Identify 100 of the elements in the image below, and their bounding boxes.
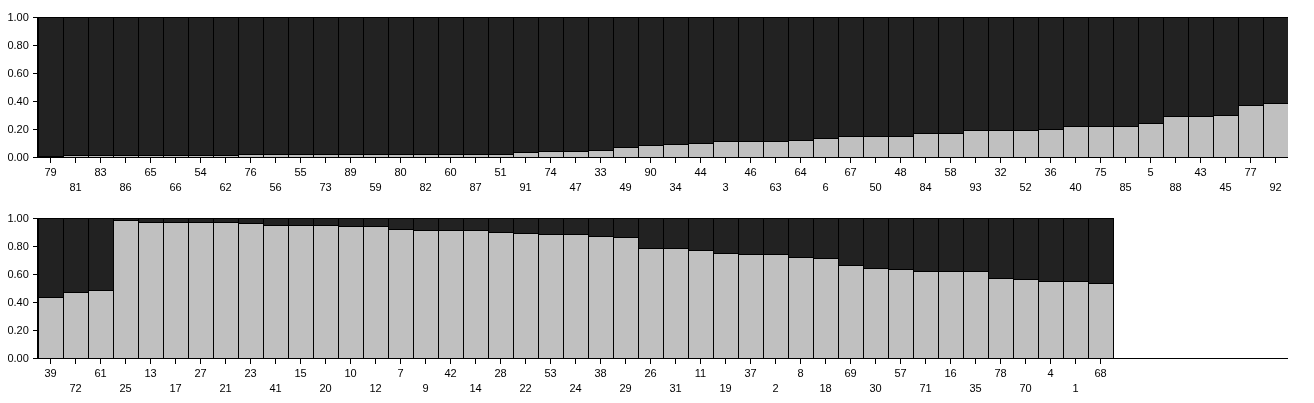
y-tick-label: 0.60 — [7, 66, 29, 79]
x-tick-label: 21 — [219, 381, 232, 394]
x-tick-label: 23 — [244, 367, 257, 380]
y-tick-label: 0.20 — [7, 323, 29, 336]
x-tick-label: 2 — [772, 381, 779, 394]
x-tick-label: 76 — [244, 166, 257, 179]
y-tick-label: 0.00 — [7, 150, 29, 163]
x-tick-label: 8 — [797, 367, 804, 380]
x-tick-label: 87 — [469, 180, 482, 193]
x-tick-label: 73 — [319, 180, 332, 193]
x-tick-label: 63 — [769, 180, 782, 193]
x-tick-label: 83 — [94, 166, 107, 179]
x-tick-label: 80 — [394, 166, 407, 179]
y-tick-label: 1.00 — [7, 211, 29, 224]
x-tick-label: 60 — [444, 166, 457, 179]
x-tick-label: 93 — [969, 180, 982, 193]
x-tick-label: 4 — [1047, 367, 1054, 380]
x-tick-label: 3 — [722, 180, 729, 193]
x-tick-label: 10 — [344, 367, 357, 380]
y-tick-label: 0.80 — [7, 38, 29, 51]
x-tick-label: 25 — [119, 381, 132, 394]
x-tick-label: 20 — [319, 381, 332, 394]
x-tick-label: 53 — [544, 367, 557, 380]
x-tick-label: 30 — [869, 381, 882, 394]
x-tick-label: 50 — [869, 180, 882, 193]
x-tick-label: 43 — [1194, 166, 1207, 179]
x-tick-label: 81 — [69, 180, 82, 193]
x-tick-label: 22 — [519, 381, 532, 394]
x-tick-label: 52 — [1019, 180, 1032, 193]
x-tick-label: 17 — [169, 381, 182, 394]
x-tick-label: 65 — [144, 166, 157, 179]
x-tick-label: 72 — [69, 381, 82, 394]
x-tick-label: 38 — [594, 367, 607, 380]
x-tick-label: 62 — [219, 180, 232, 193]
x-tick-label: 32 — [994, 166, 1007, 179]
x-tick-label: 78 — [994, 367, 1007, 380]
x-tick-label: 41 — [269, 381, 282, 394]
x-tick-label: 47 — [569, 180, 582, 193]
x-tick-label: 26 — [644, 367, 657, 380]
y-tick-label: 0.60 — [7, 267, 29, 280]
y-tick-label: 0.20 — [7, 122, 29, 135]
x-tick-label: 92 — [1269, 180, 1282, 193]
x-tick-label: 84 — [919, 180, 932, 193]
y-tick-label: 0.80 — [7, 239, 29, 252]
x-tick-label: 5 — [1147, 166, 1154, 179]
x-tick-label: 90 — [644, 166, 657, 179]
x-tick-label: 9 — [422, 381, 429, 394]
x-tick-label: 14 — [469, 381, 482, 394]
x-tick-label: 33 — [594, 166, 607, 179]
x-tick-label: 1 — [1072, 381, 1079, 394]
x-tick-label: 46 — [744, 166, 757, 179]
y-tick-label: 0.00 — [7, 351, 29, 364]
x-tick-label: 54 — [194, 166, 207, 179]
x-tick-label: 59 — [369, 180, 382, 193]
x-tick-label: 34 — [669, 180, 682, 193]
x-tick-label: 11 — [694, 367, 707, 380]
x-tick-label: 64 — [794, 166, 807, 179]
x-tick-label: 70 — [1019, 381, 1032, 394]
x-tick-label: 49 — [619, 180, 632, 193]
x-tick-label: 42 — [444, 367, 457, 380]
x-tick-label: 39 — [44, 367, 57, 380]
y-tick-label: 1.00 — [7, 10, 29, 23]
x-tick-label: 31 — [669, 381, 682, 394]
x-tick-label: 18 — [819, 381, 832, 394]
x-tick-label: 40 — [1069, 180, 1082, 193]
x-tick-label: 35 — [969, 381, 982, 394]
x-tick-label: 89 — [344, 166, 357, 179]
x-tick-label: 15 — [294, 367, 307, 380]
x-tick-label: 48 — [894, 166, 907, 179]
x-tick-label: 51 — [494, 166, 507, 179]
y-tick-label: 0.40 — [7, 94, 29, 107]
x-tick-label: 85 — [1119, 180, 1132, 193]
x-tick-label: 74 — [544, 166, 557, 179]
x-tick-label: 12 — [369, 381, 382, 394]
x-tick-label: 86 — [119, 180, 132, 193]
x-tick-label: 28 — [494, 367, 507, 380]
x-tick-label: 44 — [694, 166, 707, 179]
x-tick-label: 45 — [1219, 180, 1232, 193]
x-tick-label: 58 — [944, 166, 957, 179]
x-tick-label: 82 — [419, 180, 432, 193]
x-tick-label: 57 — [894, 367, 907, 380]
x-tick-label: 13 — [144, 367, 157, 380]
x-tick-label: 19 — [719, 381, 732, 394]
x-tick-label: 56 — [269, 180, 282, 193]
x-tick-label: 6 — [822, 180, 829, 193]
x-tick-label: 69 — [844, 367, 857, 380]
x-tick-label: 24 — [569, 381, 582, 394]
y-tick-label: 0.40 — [7, 295, 29, 308]
x-tick-label: 67 — [844, 166, 857, 179]
x-tick-label: 16 — [944, 367, 957, 380]
x-tick-label: 77 — [1244, 166, 1257, 179]
x-tick-label: 55 — [294, 166, 307, 179]
x-tick-label: 71 — [919, 381, 932, 394]
x-tick-label: 36 — [1044, 166, 1057, 179]
x-tick-label: 29 — [619, 381, 632, 394]
x-tick-label: 88 — [1169, 180, 1182, 193]
x-tick-label: 68 — [1094, 367, 1107, 380]
x-tick-label: 61 — [94, 367, 107, 380]
x-tick-label: 27 — [194, 367, 207, 380]
x-tick-label: 91 — [519, 180, 532, 193]
